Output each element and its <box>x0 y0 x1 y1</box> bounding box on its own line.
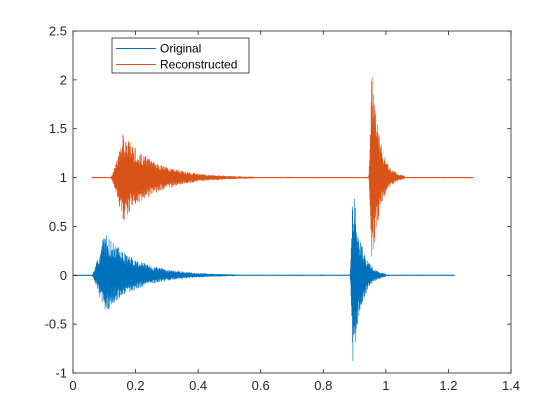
legend: Original Reconstructed <box>111 37 250 74</box>
y-tick-label: 0 <box>60 268 67 283</box>
y-tick-label: 1.5 <box>49 121 67 136</box>
x-tick-label: 0.4 <box>189 378 207 393</box>
x-tick-label: 0.6 <box>252 378 270 393</box>
plot-area <box>73 31 511 373</box>
x-tick-label: 1.4 <box>502 378 520 393</box>
legend-box <box>111 37 250 74</box>
y-tick-label: -0.5 <box>45 317 67 332</box>
y-tick-label: 1 <box>60 170 67 185</box>
legend-label-original: Original <box>160 42 201 56</box>
legend-label-reconstructed: Reconstructed <box>160 58 237 72</box>
series-line-reconstructed <box>91 76 474 257</box>
axes-box <box>72 30 512 374</box>
x-tick-label: 1.2 <box>439 378 457 393</box>
y-tick-label: 2.5 <box>49 24 67 39</box>
x-tick-label: 1 <box>382 378 389 393</box>
series-layer <box>72 76 474 362</box>
x-tick-label: 0 <box>69 378 76 393</box>
ticks-layer: 0 0.2 0.4 0.6 0.8 1 1.2 1.4 -1 -0.5 0 0.5 1 1.5 2 2.5 <box>45 24 520 394</box>
y-tick-label: 2 <box>60 72 67 87</box>
x-tick-label: 0.8 <box>314 378 332 393</box>
series-line-original <box>72 198 455 362</box>
x-tick-label: 0.2 <box>127 378 145 393</box>
y-tick-label: 0.5 <box>49 219 67 234</box>
y-tick-label: -1 <box>55 366 67 381</box>
